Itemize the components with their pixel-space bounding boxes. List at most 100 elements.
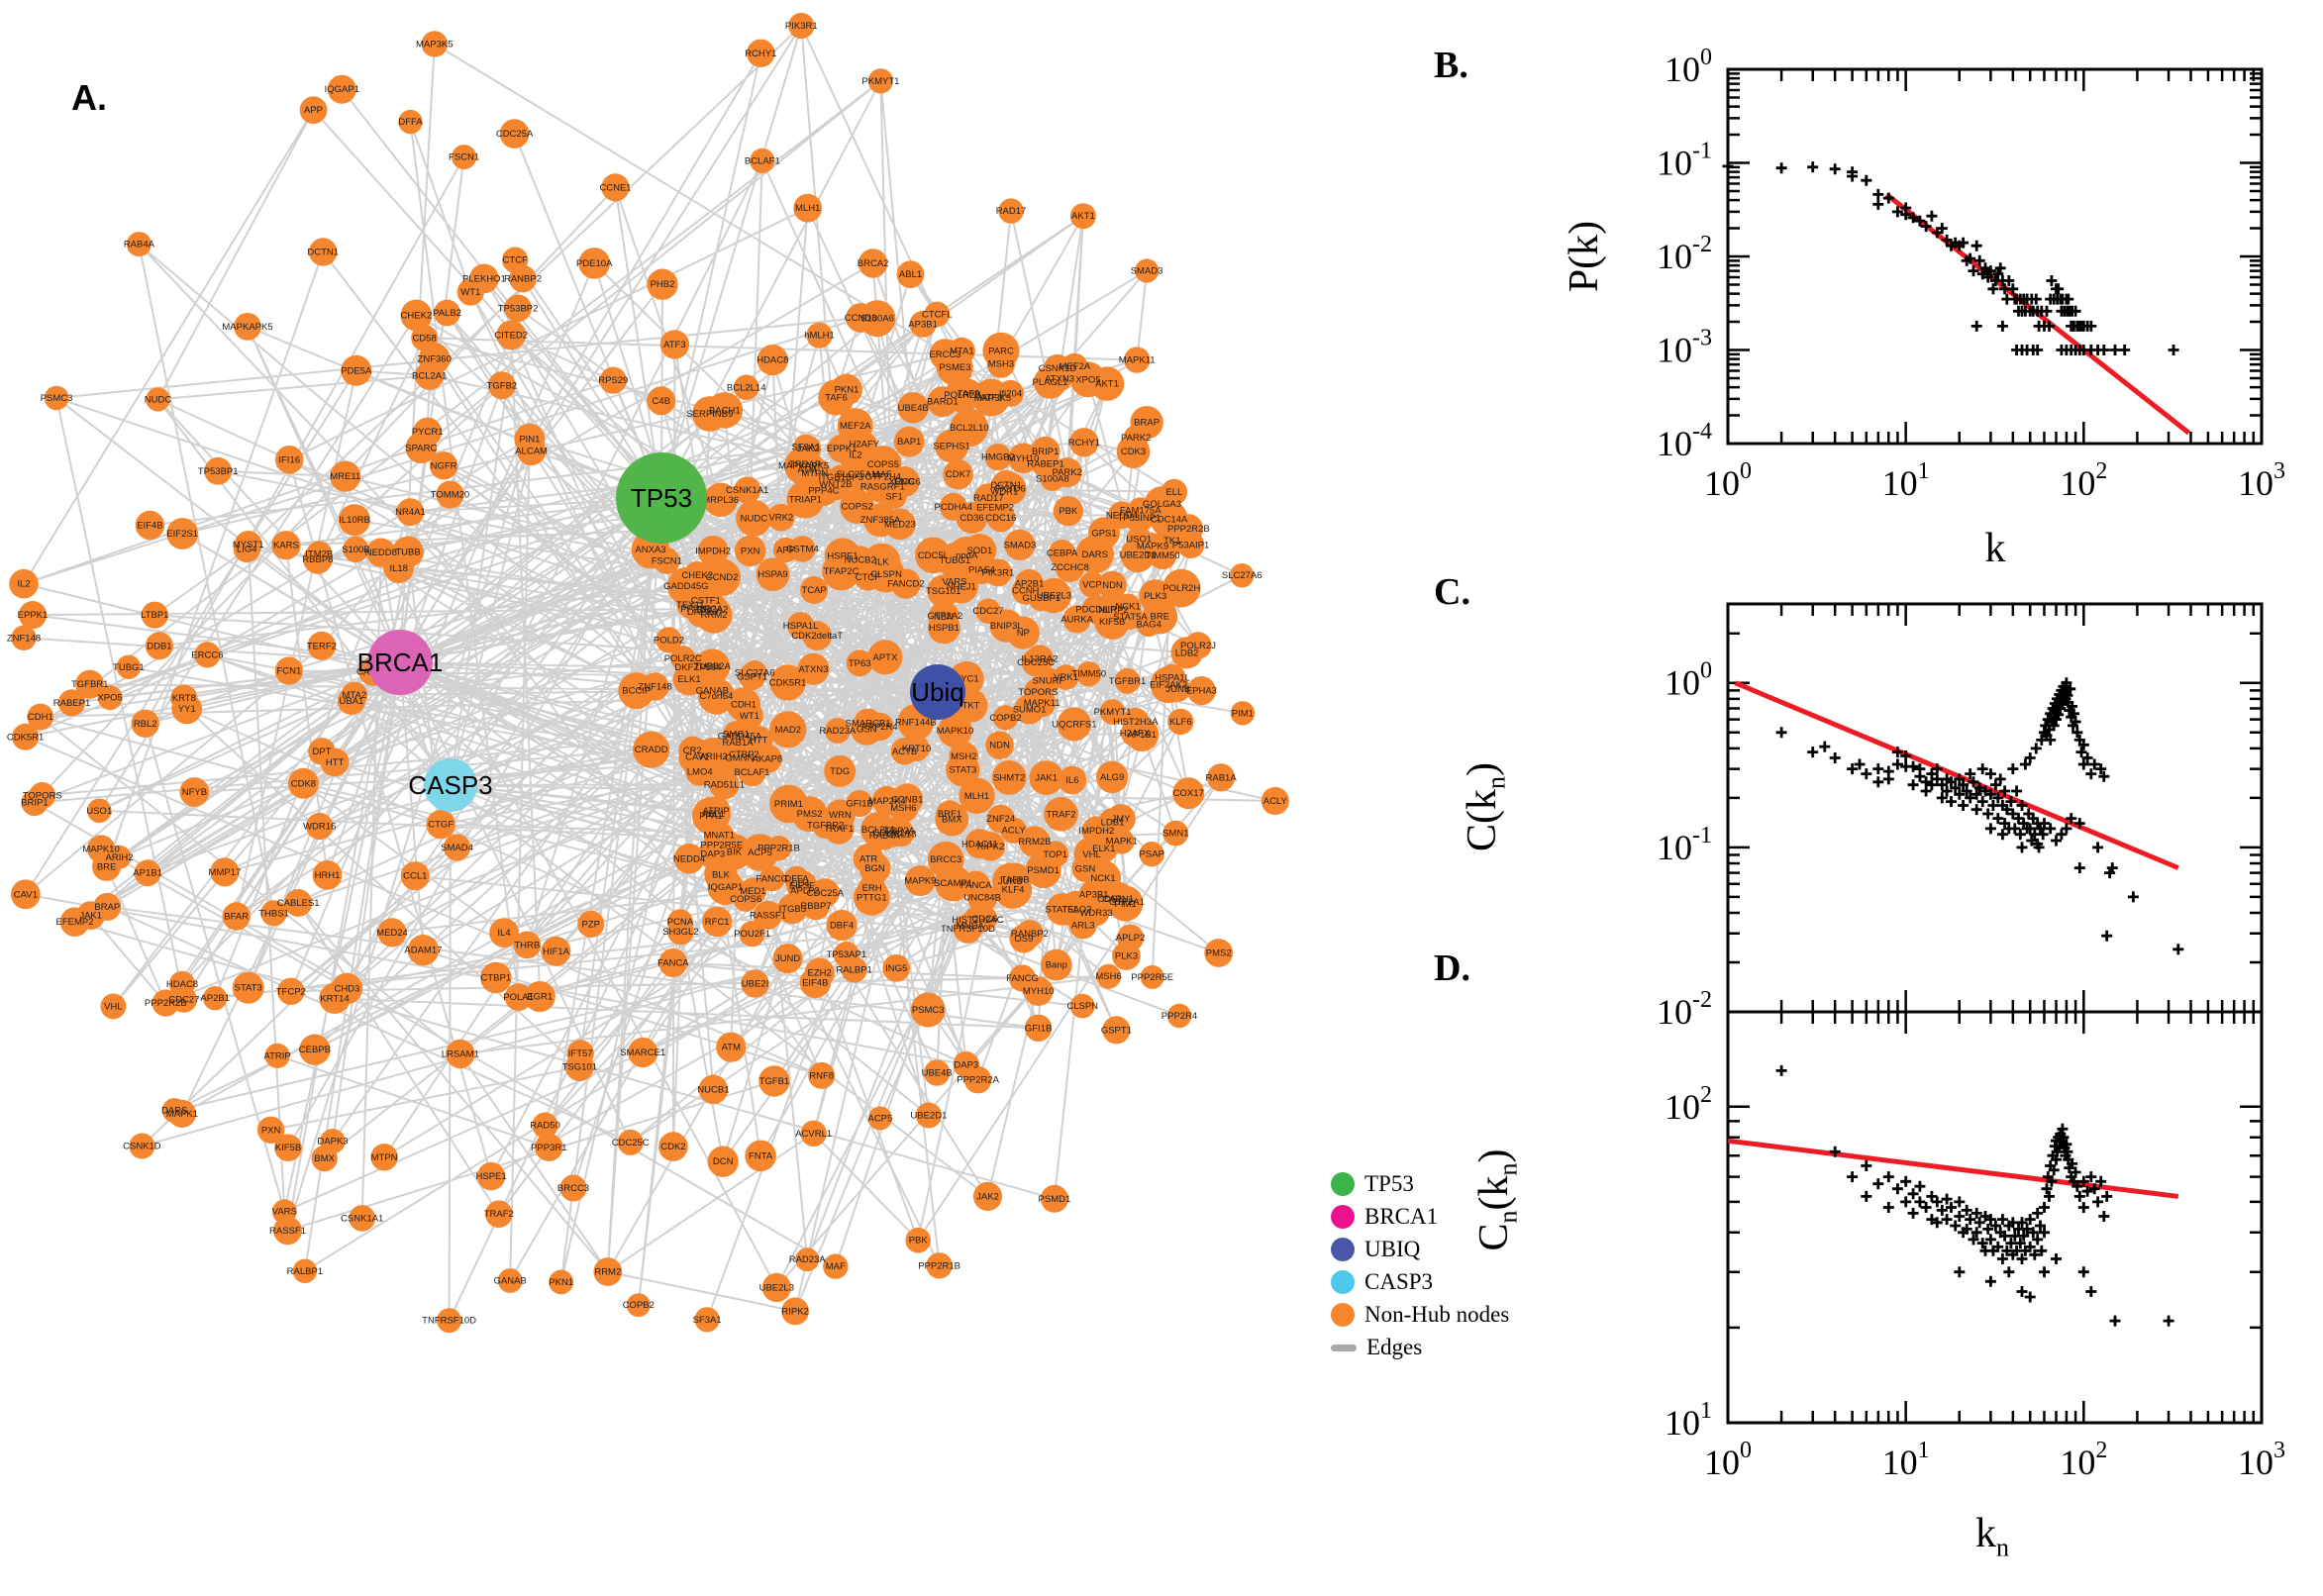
network-node-label: CSNK1A1 [341, 1213, 383, 1224]
network-node-label: RAB1A [1206, 772, 1238, 783]
network-node-label: MTA1 [950, 346, 974, 356]
network-node-label: PPP2R2B [145, 998, 187, 1009]
network-node-label: PARC [988, 346, 1014, 356]
network-node-label: NEDD4 [1106, 510, 1138, 521]
tick-label: 100 [1704, 1438, 1752, 1482]
network-node-label: JUNB [1165, 684, 1190, 695]
network-node [628, 1037, 658, 1068]
network-node-label: GADD45A [718, 731, 762, 742]
network-node-label: GSPT1 [1101, 1025, 1132, 1036]
network-node [87, 798, 112, 824]
network-node-label: RAD51L1 [704, 779, 745, 790]
network-node [12, 723, 40, 750]
network-node [1069, 203, 1096, 230]
network-node [673, 844, 705, 874]
network-node-label: CD4 [791, 878, 810, 889]
network-node [927, 386, 959, 418]
network-node-label: RAD17 [973, 493, 1004, 504]
network-node [349, 1205, 376, 1232]
network-node-label: IFT57 [568, 1048, 593, 1059]
network-node [1048, 540, 1076, 567]
network-node-label: ENG [894, 476, 915, 487]
network-node [274, 446, 304, 474]
network-node-label: MAPK11 [1024, 698, 1060, 709]
network-node-label: RANBP2 [504, 274, 542, 285]
network-node-label: CCNH [1012, 586, 1040, 597]
network-node-label: TNFRSF10D [941, 924, 995, 935]
network-node-label: PBK [1059, 506, 1078, 517]
network-node-label: GADD45G [663, 581, 708, 592]
network-node-label: NUCB1 [697, 1084, 729, 1095]
network-node-label: ALG9 [1100, 772, 1124, 783]
network-node-label: ATXN3 [799, 664, 829, 675]
network-node-label: PIN1 [519, 434, 540, 445]
network-node [131, 709, 159, 738]
network-node [311, 1145, 338, 1172]
network-node-label: APLP2 [790, 886, 820, 897]
network-node-label: CDK7 [946, 469, 970, 480]
network-node [18, 601, 48, 630]
network-node [936, 800, 963, 828]
network-node [152, 989, 179, 1017]
network-node [1071, 854, 1099, 883]
legend-item-nonhub: Non-Hub nodes [1331, 1302, 1509, 1327]
network-node-label: HDAC8 [166, 979, 198, 990]
network-node [517, 436, 547, 466]
network-node-label: PIK3R1 [785, 21, 818, 32]
tick-label: 103 [2238, 1438, 2285, 1482]
network-node-label: EPPK1 [827, 444, 858, 454]
network-node-label: MAD2 [775, 725, 801, 736]
network-node-label: TERF2 [307, 641, 337, 651]
nonhub-swatch-icon [1331, 1303, 1355, 1327]
network-node-label: ATRIP [263, 1050, 290, 1061]
network-node-label: NBN [934, 612, 954, 623]
network-node-label: TFAP2C [824, 566, 859, 577]
network-node-label: MNDA [957, 921, 985, 932]
network-node-label: BARD1 [927, 397, 959, 408]
network-node-label: MAPK1 [1106, 837, 1138, 848]
network-node-label: NDN [989, 741, 1010, 751]
network-node-label: ADAM17 [404, 946, 442, 956]
network-node-label: SLC27A6 [1222, 570, 1262, 581]
network-node-label: ING5 [885, 963, 907, 974]
panel-d-x-axis-label: kn [1883, 1508, 2101, 1560]
network-node-label: MTPN [801, 468, 828, 479]
network-node-label: POLR2C [664, 653, 702, 664]
network-node-label: IL2 [17, 579, 30, 590]
network-node-label: CAV1 [14, 889, 38, 900]
network-node-label: PPA1 [699, 811, 723, 822]
network-node-label: hMLH1 [804, 331, 835, 342]
network-node [915, 537, 952, 574]
network-node-label: APLP2 [1116, 933, 1146, 944]
network-node [398, 109, 423, 135]
network-node-label: MAP2K4 [868, 796, 906, 807]
network-node-label: UBE2L3 [759, 1283, 794, 1294]
network-node-label: CR2 [683, 746, 702, 756]
network-node [967, 555, 996, 584]
axis-ticks [1728, 69, 2262, 444]
network-node [232, 971, 264, 1004]
network-node-label: TSG101 [926, 586, 960, 597]
network-node [924, 301, 951, 328]
network-node [1166, 1003, 1192, 1029]
network-node [559, 1174, 587, 1202]
casp3-swatch-icon [1331, 1270, 1355, 1294]
network-node-label: TOP2A [884, 826, 916, 837]
network-node-label: WNT2B [819, 479, 852, 490]
network-node [758, 1065, 790, 1097]
network-node [867, 1106, 892, 1131]
network-node-label: DCN [713, 1156, 734, 1167]
network-node-label: CDC25C [612, 1138, 650, 1148]
network-node [797, 652, 830, 685]
network-node-label: APP [776, 546, 795, 556]
network-node-label: SUMO1 [1013, 704, 1047, 715]
network-node-label: SEPHS1 [933, 442, 970, 452]
network-node [299, 96, 328, 125]
network-node-label: LDB2 [1175, 648, 1199, 658]
network-node [1069, 993, 1095, 1019]
network-node [964, 829, 995, 859]
network-node-label: PLAGL1 [1033, 377, 1068, 388]
network-node-label: VHL [1082, 849, 1100, 860]
network-node-label: WRN [829, 810, 852, 821]
network-node [1024, 1014, 1053, 1043]
